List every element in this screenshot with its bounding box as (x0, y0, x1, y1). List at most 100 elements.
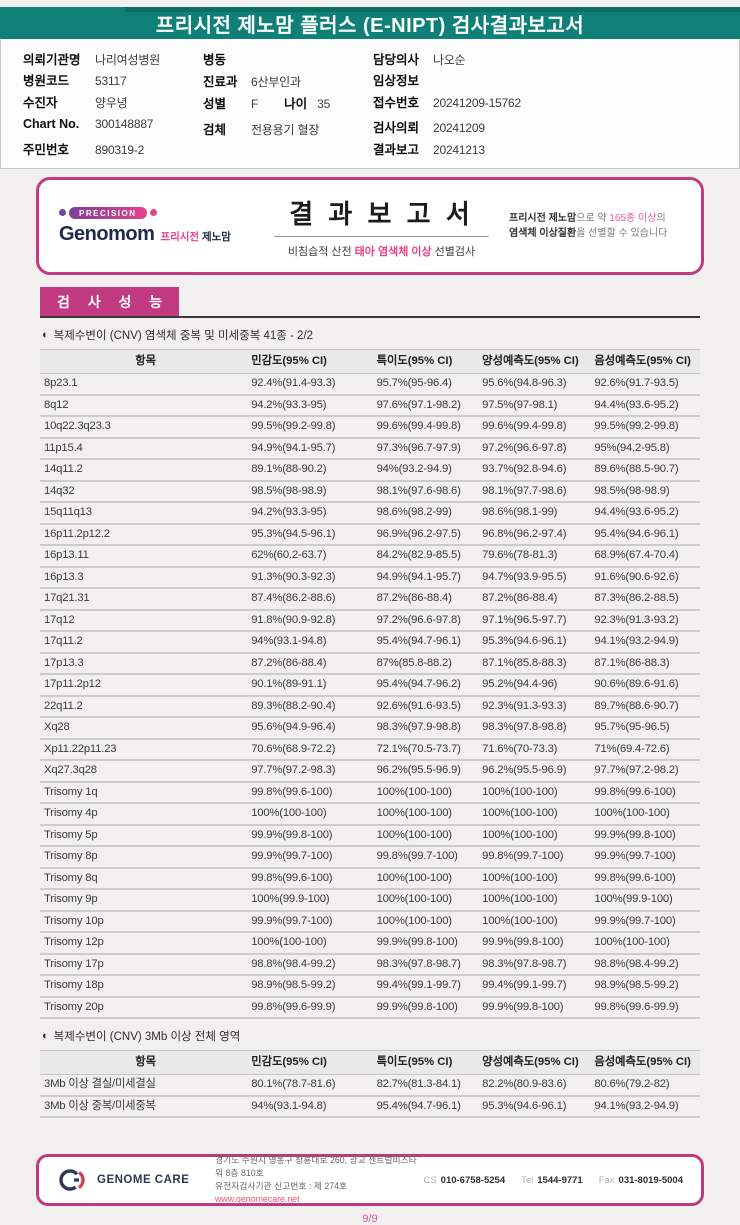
table-cell: 99.5%(99.2-99.8) (594, 416, 700, 439)
table-cell: 87.1%(86-88.3) (594, 652, 700, 675)
patient-info-col2: 병동 진료과 6산부인과 성별 F 나이 35 검체 전용용기 혈장 (203, 49, 373, 160)
table-cell: 98.5%(98-98.9) (594, 480, 700, 503)
table-cell: 100%(100-100) (594, 932, 700, 955)
table-row: 17p13.3 87.2%(86-88.4) 87%(85.8-88.2) 87.1%… (40, 652, 700, 675)
table-cell: 97.7%(97.2-98.2) (594, 760, 700, 783)
cs-number: 010-6758-5254 (440, 1174, 506, 1186)
header-row: 항목 민감도(95% CI) 특이도(95% CI) 양성예측도(95% CI) 음성예… (40, 1050, 700, 1075)
page-title: 프리시전 제노맘 플러스 (E-NIPT) 검사결과보고서 (155, 14, 585, 37)
table-row: Trisomy 17p 98.8%(98.4-99.2) 98.3%(97.8-98… (40, 953, 700, 976)
table-cell: 99.9%(99.7-100) (594, 846, 700, 869)
table-cell: 100%(100-100) (482, 824, 595, 847)
precision-badge-label: PRECISION (69, 206, 147, 219)
table-cell: 87.1%(85.8-88.3) (482, 652, 595, 675)
table-cell: Trisomy 20p (40, 996, 252, 1019)
field-label: 임상정보 (373, 74, 420, 89)
table-cell: 98.8%(98.4-99.2) (594, 953, 700, 976)
field-value: 전용용기 혈장 (251, 123, 320, 137)
table-cell: 96.9%(96.2-97.5) (376, 523, 483, 546)
table-cell: 94.9%(94.1-95.7) (376, 566, 483, 589)
table-cell: 97.6%(97.1-98.2) (376, 394, 483, 417)
fax-number: 031-8019-5004 (618, 1174, 683, 1186)
table-row: Trisomy 1q 99.8%(99.6-100) 100%(100-100) 10… (40, 781, 700, 804)
table-cell: 95.3%(94.6-96.1) (482, 1095, 595, 1118)
field-label: 의뢰기관명 (23, 53, 81, 67)
table-cell: 14q11.2 (40, 459, 252, 482)
field-label: 병원코드 (23, 74, 70, 89)
cnv-3mb-performance-table: 항목 민감도(95% CI) 특이도(95% CI) 양성예측도(95% CI) 음성예… (40, 1050, 700, 1118)
table-cell: 100%(100-100) (251, 932, 377, 955)
field-value: 20241209 (433, 121, 485, 136)
table-cell: 97.2%(96.6-97.8) (482, 437, 595, 460)
brand-kr-genomom: 제노맘 (201, 230, 231, 243)
table-cell: 80.6%(79.2-82) (594, 1074, 700, 1097)
table-cell: 100%(99.9-100) (251, 889, 377, 912)
table-cell: 98.9%(98.5-99.2) (594, 975, 700, 998)
table-cell: 17p13.3 (40, 652, 252, 675)
table-row: 8p23.1 92.4%(91.4-93.3) 95.7%(95-96.4) 95.6… (40, 373, 700, 396)
table-cell: 99.9%(99.8-100) (251, 824, 377, 847)
field-value: 20241209-15762 (433, 95, 521, 110)
website-link[interactable]: www.genomecare.net (215, 1194, 300, 1205)
table-cell: 17q21.31 (40, 588, 252, 611)
table-cell: 94.9%(94.1-95.7) (251, 437, 377, 460)
table-cell: Trisomy 8q (40, 867, 252, 890)
column-header: 음성예측도(95% CI) (594, 1050, 700, 1075)
table-cell: 100%(100-100) (482, 867, 595, 890)
field-value: 나리여성병원 (95, 53, 161, 67)
table-cell: Trisomy 1q (40, 781, 252, 804)
result-report-banner: PRECISION Genomom 프리시전 제노맘 결 과 보 고 서 비침습… (36, 177, 704, 275)
table-cell: 99.9%(99.8-100) (482, 996, 595, 1019)
field-label: 성별 (203, 97, 227, 111)
table-cell: 95.4%(94.6-96.1) (594, 523, 700, 546)
table-row: 11p15.4 94.9%(94.1-95.7) 97.3%(96.7-97.9) 9… (40, 437, 700, 460)
table-cell: 100%(100-100) (376, 910, 483, 933)
table-cell: 87.3%(86.2-88.5) (594, 588, 700, 611)
table-cell: 91.6%(90.6-92.6) (594, 566, 700, 589)
table-cell: 98.5%(98-98.9) (251, 480, 377, 503)
genome-care-logo-icon (59, 1169, 85, 1191)
table-cell: 95.3%(94.5-96.1) (251, 523, 377, 546)
table-cell: 99.9%(99.7-100) (251, 846, 377, 869)
patient-info-col3: 담당의사 나오순 임상정보 접수번호 20241209-15762 검사의뢰 2024… (373, 49, 588, 160)
table-cell: 99.8%(99.6-99.9) (594, 996, 700, 1019)
table-cell: 96.2%(95.5-96.9) (482, 760, 595, 783)
table-cell: 82.7%(81.3-84.1) (376, 1074, 483, 1097)
table-cell: Xq27.3q28 (40, 760, 252, 783)
genome-care-label: GENOME CARE (97, 1174, 190, 1186)
table-cell: 99.8%(99.7-100) (482, 846, 595, 869)
table-cell: 16p13.3 (40, 566, 252, 589)
table-cell: 92.6%(91.6-93.5) (376, 695, 483, 718)
table-cell: Xp11.22p11.23 (40, 738, 252, 761)
table-cell: 94.1%(93.2-94.9) (594, 631, 700, 654)
table-cell: 72.1%(70.5-73.7) (376, 738, 483, 761)
footer-panel: GENOME CARE 경기도 수원시 영통구 창룡대로 260, 광교 센트럴… (36, 1154, 704, 1206)
table-cell: 98.6%(98.2-99) (376, 502, 483, 525)
table-cell: 14q32 (40, 480, 252, 503)
cnv-table-title: ◐ 복제수변이 (CNV) 염색체 중복 및 미세중복 41종 - 2/2 (42, 327, 740, 343)
table-row: 8q12 94.2%(93.3-95) 97.6%(97.1-98.2) 97.5%(… (40, 394, 700, 417)
table-cell: 100%(100-100) (376, 824, 483, 847)
table-cell: 87.2%(86-88.4) (251, 652, 377, 675)
table-cell: 90.1%(89-91.1) (251, 674, 377, 697)
table-cell: 97.5%(97-98.1) (482, 394, 595, 417)
table-cell: 96.8%(96.2-97.4) (482, 523, 595, 546)
field-label: 결과보고 (373, 142, 420, 157)
table-cell: 68.9%(67.4-70.4) (594, 545, 700, 568)
field-label: 수진자 (23, 95, 58, 110)
field-value: 35 (317, 97, 331, 111)
table-cell: 70.6%(68.9-72.2) (251, 738, 377, 761)
field-label: 접수번호 (373, 95, 420, 110)
table-cell: 99.9%(99.7-100) (594, 910, 700, 933)
table-cell: 94%(93.2-94.9) (376, 459, 483, 482)
table-cell: 92.3%(91.3-93.3) (482, 695, 595, 718)
table-row: Trisomy 5p 99.9%(99.8-100) 100%(100-100) 10… (40, 824, 700, 847)
table-cell: 94.4%(93.6-95.2) (594, 502, 700, 525)
table-cell: 92.6%(91.7-93.5) (594, 373, 700, 396)
table-cell: 98.9%(98.5-99.2) (251, 975, 377, 998)
table-cell: 8p23.1 (40, 373, 252, 396)
cnv-3mb-table-title: ◐ 복제수변이 (CNV) 3Mb 이상 전체 영역 (42, 1028, 740, 1044)
table-cell: 95.3%(94.6-96.1) (482, 631, 595, 654)
table-cell: 99.6%(99.4-99.8) (482, 416, 595, 439)
table-cell: 22q11.2 (40, 695, 252, 718)
